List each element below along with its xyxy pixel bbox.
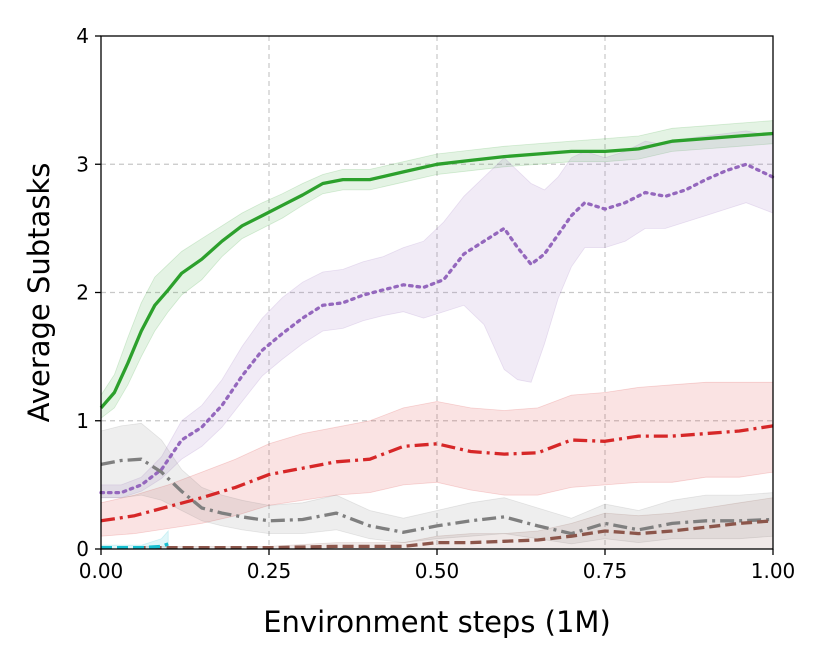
y-axis-label: Average Subtasks	[22, 163, 56, 423]
x-tick-label: 1.00	[751, 559, 796, 583]
series-line-3	[100, 457, 774, 536]
x-tick-label: 0.50	[415, 559, 460, 583]
x-tick-label: 0.25	[247, 559, 292, 583]
series-line-0	[99, 131, 774, 409]
confidence-bands	[100, 120, 774, 550]
x-tick-label: 0.00	[79, 559, 124, 583]
y-tick-label: 0	[76, 537, 89, 561]
series-line-4	[134, 519, 774, 550]
x-axis-label: Environment steps (1M)	[263, 605, 611, 639]
x-tick-label: 0.75	[583, 559, 628, 583]
y-tick-label: 3	[76, 152, 89, 176]
y-tick-label: 1	[76, 409, 89, 433]
axis-ticks: 0.00 0.25 0.50 0.75 1.00 0 1 2 3 4	[76, 24, 795, 583]
series-line-1	[99, 162, 775, 495]
series-lines	[99, 131, 775, 550]
y-tick-label: 2	[76, 281, 89, 305]
series-line-5	[101, 542, 169, 550]
series-line-2	[100, 424, 774, 523]
y-tick-label: 4	[76, 24, 89, 48]
